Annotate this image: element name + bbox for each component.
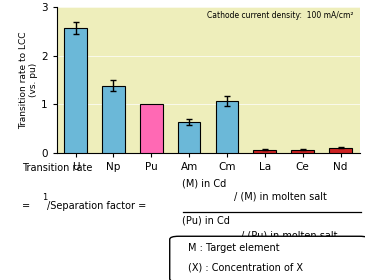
Text: M : Target element: M : Target element [188, 243, 280, 253]
Text: Transition rate: Transition rate [22, 163, 92, 173]
Bar [329, 148, 352, 153]
Text: / (Pu) in molten salt: / (Pu) in molten salt [241, 231, 337, 241]
Text: (M) in Cd: (M) in Cd [182, 179, 227, 189]
Text: / (M) in molten salt: / (M) in molten salt [234, 191, 326, 201]
Bar [291, 150, 314, 153]
Text: /Separation factor =: /Separation factor = [47, 201, 146, 211]
Bar [253, 150, 276, 153]
Y-axis label: Transition rate to LCC
(vs. pu): Transition rate to LCC (vs. pu) [19, 31, 38, 129]
Text: =: = [22, 201, 30, 211]
Text: (X) : Concentration of X: (X) : Concentration of X [188, 263, 303, 273]
Text: (Pu) in Cd: (Pu) in Cd [182, 216, 230, 226]
Text: 1: 1 [42, 193, 47, 202]
Bar [216, 101, 238, 153]
Bar [140, 104, 163, 153]
FancyBboxPatch shape [170, 236, 365, 280]
Bar [178, 122, 200, 153]
Bar [102, 86, 125, 153]
Text: Cathode current density:  100 mA/cm²: Cathode current density: 100 mA/cm² [207, 11, 353, 20]
Bar [64, 28, 87, 153]
